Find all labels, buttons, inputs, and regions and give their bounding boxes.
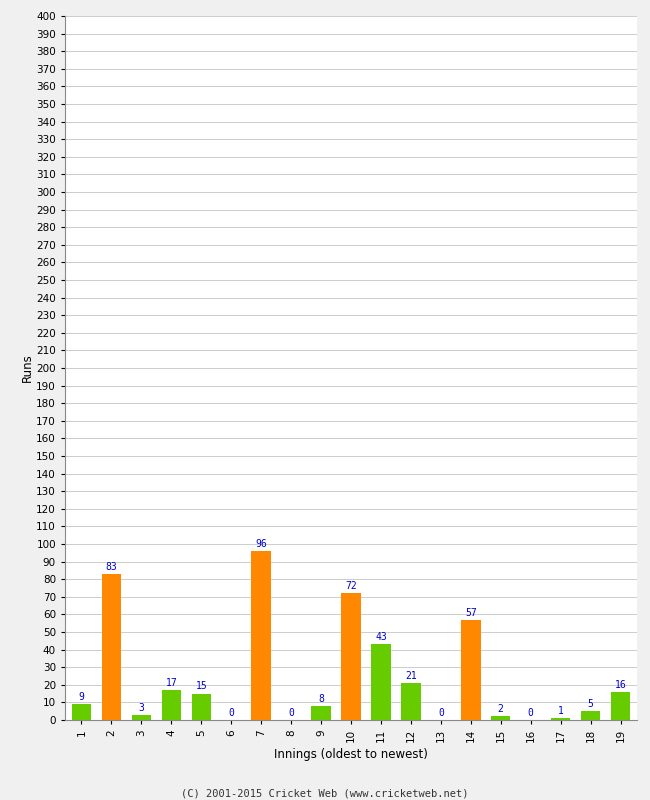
Text: 16: 16 xyxy=(615,680,627,690)
Text: 1: 1 xyxy=(558,706,564,716)
Bar xyxy=(72,704,91,720)
Bar xyxy=(551,718,570,720)
Text: 83: 83 xyxy=(105,562,117,572)
Bar xyxy=(341,594,361,720)
Text: 17: 17 xyxy=(166,678,177,688)
Bar xyxy=(252,551,271,720)
Bar xyxy=(371,644,391,720)
Text: 0: 0 xyxy=(288,708,294,718)
Y-axis label: Runs: Runs xyxy=(20,354,33,382)
Bar xyxy=(491,717,510,720)
Bar xyxy=(611,692,630,720)
Bar xyxy=(461,620,480,720)
Text: 15: 15 xyxy=(196,682,207,691)
X-axis label: Innings (oldest to newest): Innings (oldest to newest) xyxy=(274,748,428,761)
Bar xyxy=(581,711,601,720)
Text: 5: 5 xyxy=(588,699,593,709)
Bar xyxy=(192,694,211,720)
Text: 0: 0 xyxy=(528,708,534,718)
Text: 8: 8 xyxy=(318,694,324,704)
Text: 9: 9 xyxy=(79,692,84,702)
Text: 96: 96 xyxy=(255,539,267,549)
Bar xyxy=(101,574,121,720)
Bar xyxy=(311,706,331,720)
Text: 0: 0 xyxy=(438,708,444,718)
Bar xyxy=(162,690,181,720)
Text: 21: 21 xyxy=(405,671,417,681)
Bar xyxy=(401,683,421,720)
Text: 57: 57 xyxy=(465,607,476,618)
Text: 2: 2 xyxy=(498,704,504,714)
Text: 3: 3 xyxy=(138,702,144,713)
Text: 0: 0 xyxy=(228,708,234,718)
Text: 43: 43 xyxy=(375,632,387,642)
Text: 72: 72 xyxy=(345,581,357,591)
Bar xyxy=(132,714,151,720)
Text: (C) 2001-2015 Cricket Web (www.cricketweb.net): (C) 2001-2015 Cricket Web (www.cricketwe… xyxy=(181,788,469,798)
